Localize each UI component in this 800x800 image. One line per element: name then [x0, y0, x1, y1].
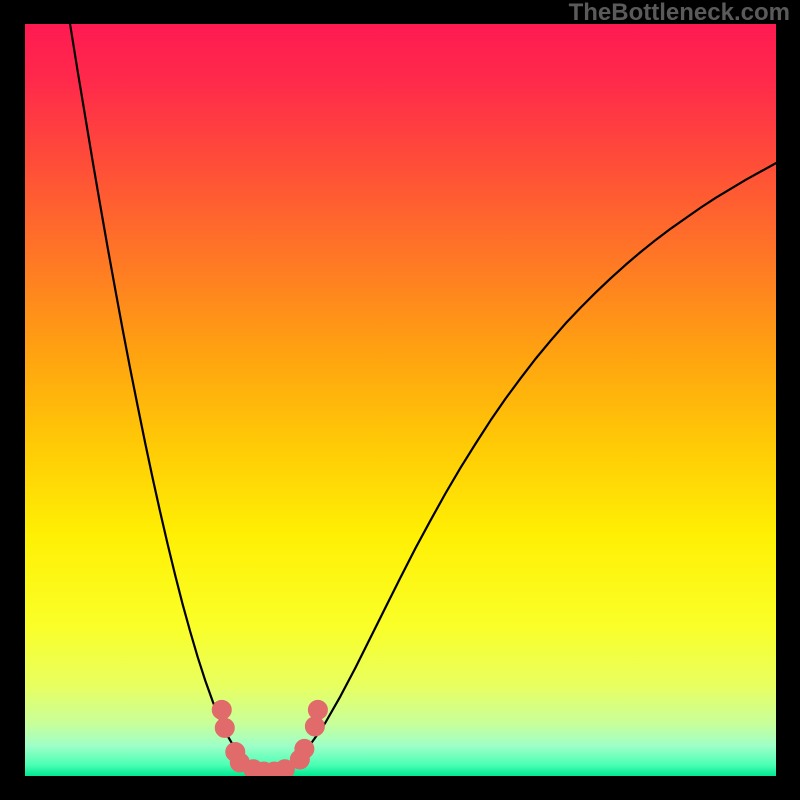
gradient-background	[25, 24, 776, 776]
curve-marker	[295, 739, 314, 758]
curve-marker	[308, 700, 327, 719]
bottleneck-curve-chart	[25, 24, 776, 776]
curve-marker	[215, 718, 234, 737]
curve-marker	[212, 700, 231, 719]
curve-marker	[305, 717, 324, 736]
watermark-text: TheBottleneck.com	[569, 0, 790, 27]
